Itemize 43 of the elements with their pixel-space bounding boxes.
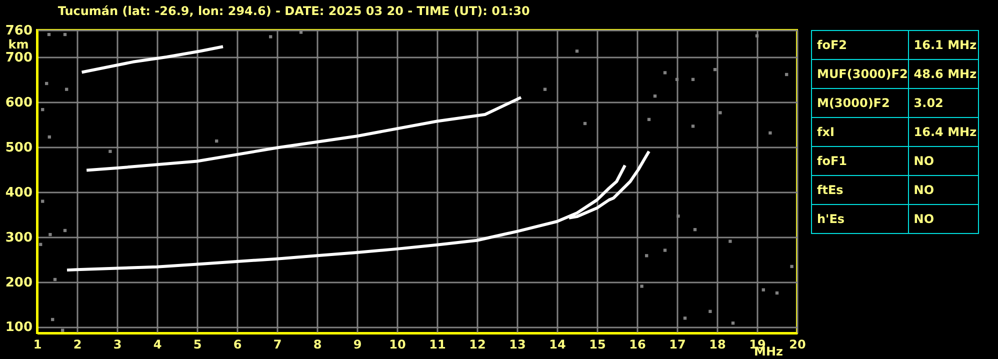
text: MUF(3000)F2 — [812, 60, 908, 88]
text: foF2 — [812, 30, 908, 60]
y-tick-label: 700 — [5, 50, 32, 66]
text: 16.4 MHz — [908, 118, 978, 146]
y-tick-label: 200 — [5, 275, 32, 290]
y-tick-label: 760 — [5, 24, 32, 38]
text: NO — [908, 146, 978, 176]
text: fxI — [812, 118, 908, 146]
text: h'Es — [812, 204, 908, 234]
y-tick-label: 500 — [5, 140, 32, 156]
text: foF1 — [812, 146, 908, 176]
x-tick-label: 8 — [313, 338, 322, 352]
x-tick-label: 17 — [669, 338, 686, 352]
x-tick-label: 15 — [589, 338, 606, 352]
text: 3.02 — [908, 88, 978, 118]
x-tick-label: 10 — [389, 338, 406, 352]
x-tick-label: 6 — [233, 338, 242, 352]
text: M(3000)F2 — [812, 88, 908, 118]
x-tick-label: 3 — [113, 338, 122, 352]
x-tick-label: 4 — [153, 338, 162, 352]
x-tick-label: 1 — [33, 338, 42, 352]
x-tick-label: 9 — [353, 338, 362, 352]
x-tick-label: 16 — [629, 338, 646, 352]
text: NO — [908, 204, 978, 234]
x-tick-label: 18 — [709, 338, 726, 352]
text: NO — [908, 176, 978, 204]
chart-title: Tucumán (lat: -26.9, lon: 294.6) - DATE: 2025 03 20 - TIME (UT): 01:30 — [58, 4, 530, 18]
y-axis-title: km — [8, 38, 29, 52]
y-tick-label: 600 — [5, 95, 32, 110]
y-tick-label: 100 — [5, 320, 32, 336]
x-tick-label: 14 — [549, 338, 566, 352]
x-tick-label: 11 — [429, 338, 446, 352]
x-tick-label: 5 — [193, 338, 202, 352]
x-tick-label: 2 — [73, 338, 82, 352]
x-tick-label: 20 — [789, 338, 806, 352]
text: 48.6 MHz — [908, 60, 978, 88]
text: ftEs — [812, 176, 908, 204]
x-tick-label: 7 — [273, 338, 282, 352]
y-tick-label: 400 — [5, 185, 32, 200]
x-tick-label: 13 — [509, 338, 526, 352]
y-tick-label: 300 — [5, 230, 32, 246]
x-tick-label: 12 — [469, 338, 486, 352]
text: 16.1 MHz — [908, 30, 978, 60]
